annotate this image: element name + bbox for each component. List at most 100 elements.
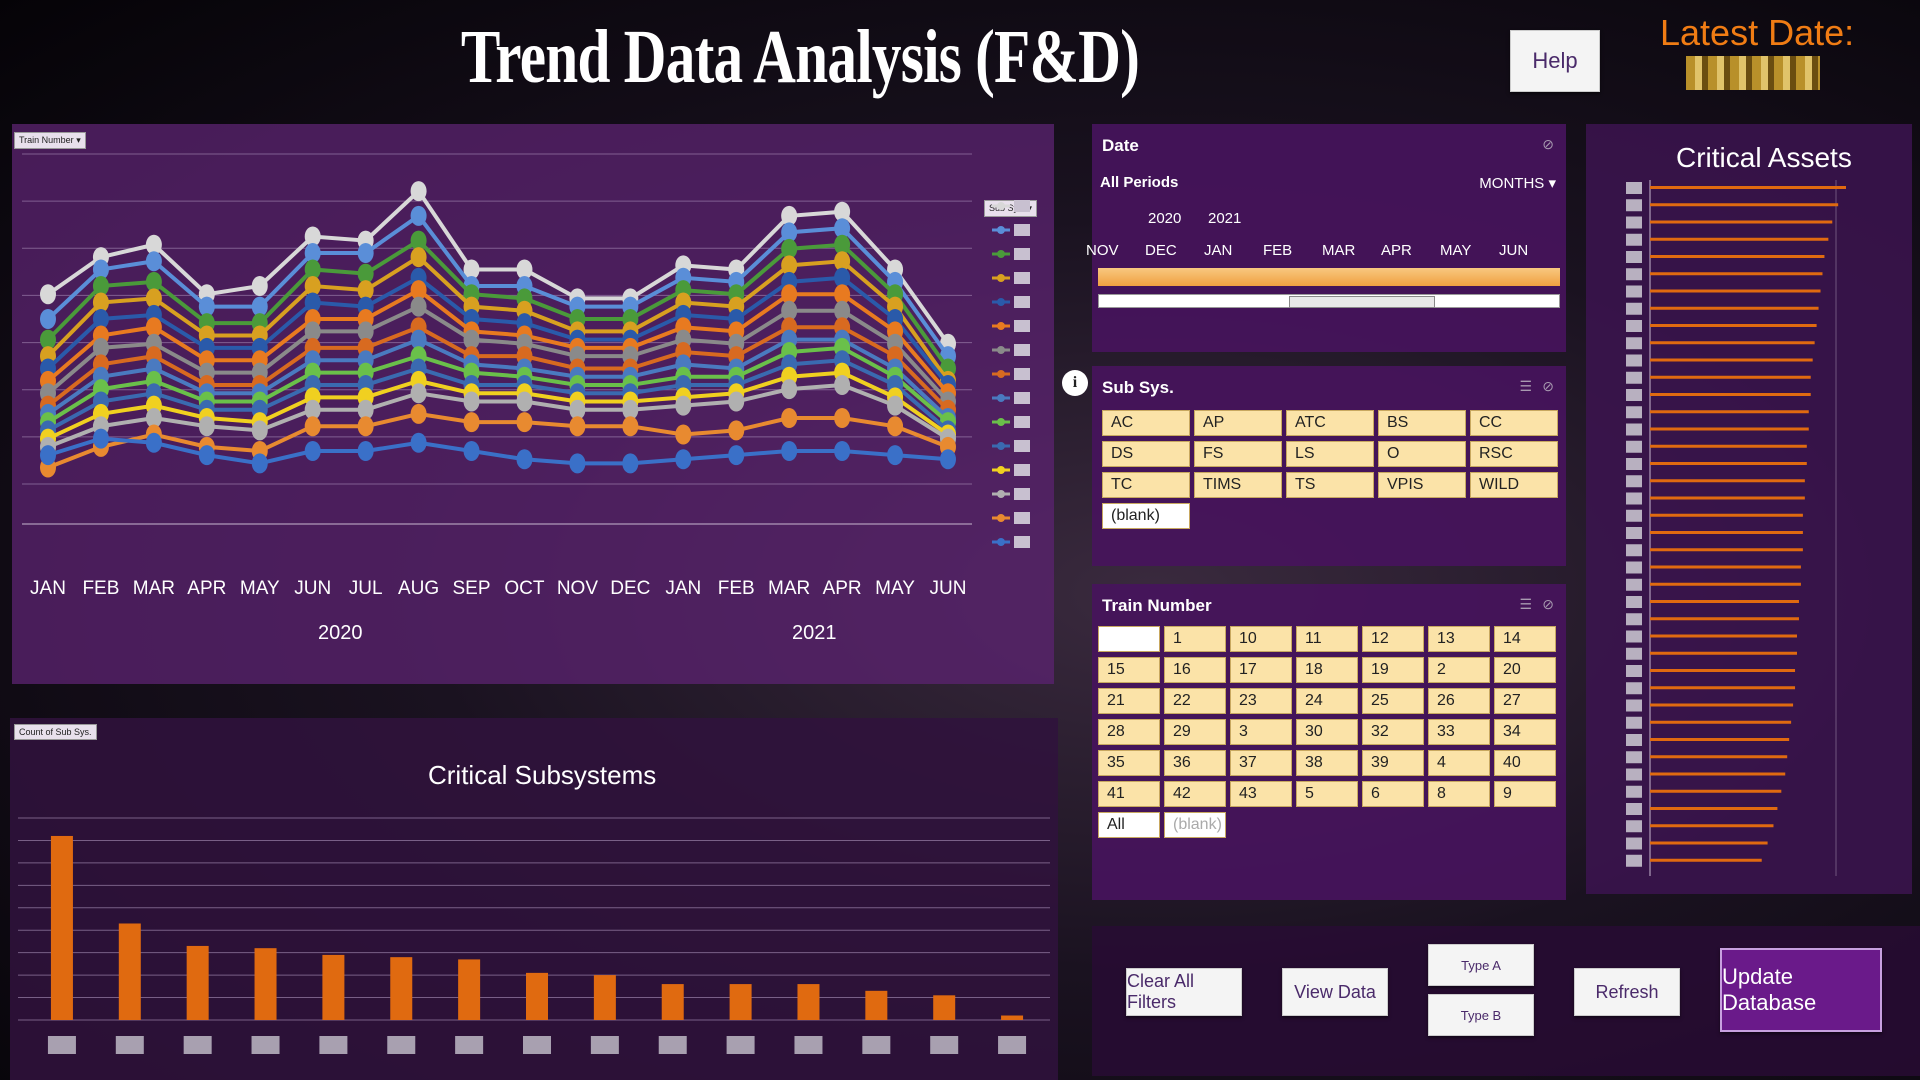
train-tile[interactable]: 16 xyxy=(1164,657,1226,683)
clear-all-filters-button[interactable]: Clear All Filters xyxy=(1126,968,1242,1016)
legend-marker xyxy=(997,538,1005,546)
train-tile[interactable]: 14 xyxy=(1494,626,1556,652)
legend-label-redacted xyxy=(1014,488,1030,500)
timeline-bar[interactable] xyxy=(1098,268,1560,286)
latest-date-label: Latest Date: xyxy=(1660,12,1855,53)
type-b-button[interactable]: Type B xyxy=(1428,994,1534,1036)
subsys-tile[interactable]: LS xyxy=(1286,441,1374,467)
months-dropdown[interactable]: MONTHS ▾ xyxy=(1479,175,1556,192)
subsys-tile[interactable]: VPIS xyxy=(1378,472,1466,498)
timeline-scrollbar[interactable] xyxy=(1098,294,1560,308)
subsys-tile[interactable]: WILD xyxy=(1470,472,1558,498)
train-tile[interactable]: 37 xyxy=(1230,750,1292,776)
train-tile-all[interactable]: All xyxy=(1098,812,1160,838)
data-point xyxy=(781,379,798,400)
train-tile[interactable]: 26 xyxy=(1428,688,1490,714)
train-tile[interactable]: 9 xyxy=(1494,781,1556,807)
train-tile[interactable]: 17 xyxy=(1230,657,1292,683)
clear-filter-icon[interactable]: ⊘ xyxy=(1542,596,1554,612)
train-tile[interactable]: 6 xyxy=(1362,781,1424,807)
train-tile[interactable]: 28 xyxy=(1098,719,1160,745)
multi-select-icon[interactable]: ☰ xyxy=(1519,378,1532,394)
train-tile[interactable]: 15 xyxy=(1098,657,1160,683)
train-tile[interactable]: 13 xyxy=(1428,626,1490,652)
clear-filter-icon[interactable]: ⊘ xyxy=(1542,378,1554,394)
train-tile[interactable]: 33 xyxy=(1428,719,1490,745)
train-tile[interactable]: 30 xyxy=(1296,719,1358,745)
train-tile[interactable]: 20 xyxy=(1494,657,1556,683)
subsys-tile[interactable]: TC xyxy=(1102,472,1190,498)
train-tile[interactable]: 8 xyxy=(1428,781,1490,807)
train-tile[interactable]: 39 xyxy=(1362,750,1424,776)
x-tick-label: AUG xyxy=(398,578,439,599)
train-number-filter-button[interactable]: Train Number ▾ xyxy=(14,132,86,149)
train-tile[interactable]: 12 xyxy=(1362,626,1424,652)
subsys-tile[interactable]: AC xyxy=(1102,410,1190,436)
count-subsys-button[interactable]: Count of Sub Sys. xyxy=(14,724,97,740)
train-tile[interactable]: 19 xyxy=(1362,657,1424,683)
train-tile[interactable]: 34 xyxy=(1494,719,1556,745)
category-label-redacted xyxy=(455,1036,484,1054)
asset-bar xyxy=(1650,496,1805,500)
train-tile[interactable]: 10 xyxy=(1230,626,1292,652)
type-a-button[interactable]: Type A xyxy=(1428,944,1534,986)
data-point xyxy=(463,412,480,433)
bar xyxy=(1001,1015,1024,1020)
subsys-tile[interactable]: FS xyxy=(1194,441,1282,467)
train-tile[interactable]: 42 xyxy=(1164,781,1226,807)
train-tile[interactable]: 40 xyxy=(1494,750,1556,776)
train-tile[interactable]: 24 xyxy=(1296,688,1358,714)
train-tile[interactable] xyxy=(1098,626,1160,652)
update-database-button[interactable]: Update Database xyxy=(1720,948,1882,1032)
train-tile[interactable]: 21 xyxy=(1098,688,1160,714)
train-tile[interactable]: 5 xyxy=(1296,781,1358,807)
data-point xyxy=(834,267,851,288)
subsys-tile[interactable]: DS xyxy=(1102,441,1190,467)
subsys-tile[interactable]: RSC xyxy=(1470,441,1558,467)
train-tile[interactable]: 25 xyxy=(1362,688,1424,714)
train-tile[interactable]: 35 xyxy=(1098,750,1160,776)
clear-filter-icon[interactable]: ⊘ xyxy=(1542,136,1554,152)
refresh-button[interactable]: Refresh xyxy=(1574,968,1680,1016)
train-tile[interactable]: 4 xyxy=(1428,750,1490,776)
train-tile-blank[interactable]: (blank) xyxy=(1164,812,1226,838)
train-tile[interactable]: 1 xyxy=(1164,626,1226,652)
asset-label-redacted xyxy=(1626,716,1642,729)
train-tile[interactable]: 32 xyxy=(1362,719,1424,745)
subsys-tile[interactable]: O xyxy=(1378,441,1466,467)
help-button[interactable]: Help xyxy=(1510,30,1600,92)
subsys-tile[interactable]: TS xyxy=(1286,472,1374,498)
train-tile[interactable]: 41 xyxy=(1098,781,1160,807)
scrollbar-thumb[interactable] xyxy=(1289,296,1435,308)
train-tile[interactable]: 36 xyxy=(1164,750,1226,776)
asset-bar xyxy=(1650,358,1813,362)
multi-select-icon[interactable]: ☰ xyxy=(1519,596,1532,612)
subsys-tile-blank[interactable]: (blank) xyxy=(1102,503,1190,529)
train-tile[interactable]: 11 xyxy=(1296,626,1358,652)
train-tile[interactable]: 18 xyxy=(1296,657,1358,683)
train-tile[interactable]: 27 xyxy=(1494,688,1556,714)
info-icon[interactable]: i xyxy=(1062,370,1088,396)
train-tile[interactable]: 29 xyxy=(1164,719,1226,745)
subsys-tile[interactable]: ATC xyxy=(1286,410,1374,436)
train-tile[interactable]: 3 xyxy=(1230,719,1292,745)
train-tile[interactable]: 43 xyxy=(1230,781,1292,807)
train-tile[interactable]: 2 xyxy=(1428,657,1490,683)
asset-label-redacted xyxy=(1626,182,1642,194)
subsys-tile[interactable]: AP xyxy=(1194,410,1282,436)
month-label: JAN xyxy=(1204,242,1233,259)
date-slicer: Date ⊘ All Periods MONTHS ▾ 2020 2021 NO… xyxy=(1086,124,1566,352)
asset-bar xyxy=(1650,220,1833,224)
data-point xyxy=(145,408,162,428)
series-line xyxy=(46,254,950,383)
asset-bar xyxy=(1650,462,1807,465)
train-tile[interactable]: 38 xyxy=(1296,750,1358,776)
legend-marker xyxy=(997,322,1005,330)
subsys-tile[interactable]: BS xyxy=(1378,410,1466,436)
x-tick-label: APR xyxy=(187,578,226,599)
subsys-tile[interactable]: TIMS xyxy=(1194,472,1282,498)
train-tile[interactable]: 22 xyxy=(1164,688,1226,714)
subsys-tile[interactable]: CC xyxy=(1470,410,1558,436)
view-data-button[interactable]: View Data xyxy=(1282,968,1388,1016)
train-tile[interactable]: 23 xyxy=(1230,688,1292,714)
